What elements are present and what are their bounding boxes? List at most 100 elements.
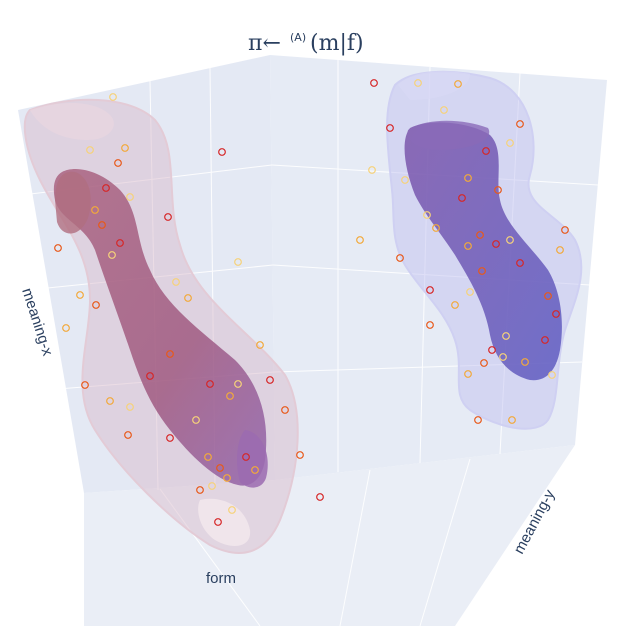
- scatter-point: [548, 371, 556, 379]
- scatter-point: [228, 506, 236, 514]
- chart-title: π← (A) (m|f): [248, 31, 364, 56]
- left-inner-surface: [53, 169, 268, 488]
- scatter-point: [208, 482, 216, 490]
- scatter-point: [102, 184, 110, 192]
- scatter-point: [204, 453, 212, 461]
- scatter-point: [114, 159, 122, 167]
- scatter-point: [506, 139, 514, 147]
- scatter-point: [196, 486, 204, 494]
- grid-line: [159, 488, 261, 626]
- scatter-point: [192, 416, 200, 424]
- scatter-markers: [54, 79, 569, 526]
- scatter-point: [386, 124, 394, 132]
- scatter-point: [356, 236, 364, 244]
- scatter-point: [126, 403, 134, 411]
- scatter-point: [146, 372, 154, 380]
- grid-line: [419, 458, 471, 626]
- scatter-point: [516, 120, 524, 128]
- scatter-point: [256, 341, 264, 349]
- right-inner-tube: [404, 122, 562, 381]
- scatter-point: [476, 231, 484, 239]
- scatter-point: [494, 186, 502, 194]
- scatter-point: [508, 416, 516, 424]
- scatter-point: [108, 251, 116, 259]
- scatter-point: [480, 359, 488, 367]
- title-superscript: (A): [290, 31, 306, 44]
- scatter-point: [544, 292, 552, 300]
- scatter-point: [106, 397, 114, 405]
- scatter-point: [226, 392, 234, 400]
- scatter-point: [81, 381, 89, 389]
- floor-pane: [84, 445, 575, 626]
- scatter-point: [552, 310, 560, 318]
- scatter-point: [401, 176, 409, 184]
- scatter-point: [521, 358, 529, 366]
- scatter-point: [556, 246, 564, 254]
- scatter-point: [296, 451, 304, 459]
- scatter-point: [506, 236, 514, 244]
- scatter-point: [414, 79, 422, 87]
- scatter-point: [164, 213, 172, 221]
- right-inner-top: [407, 120, 490, 150]
- scatter-point: [423, 211, 431, 219]
- scatter-point: [166, 350, 174, 358]
- scatter-point: [482, 147, 490, 155]
- left-outer-shell-front: [30, 103, 114, 140]
- scatter-point: [109, 93, 117, 101]
- title-args: (m|f): [310, 31, 364, 56]
- scatter-point: [54, 244, 62, 252]
- scatter-point: [62, 324, 70, 332]
- scatter-point: [251, 466, 259, 474]
- left-inner-cap: [55, 171, 91, 234]
- scatter-point: [316, 493, 324, 501]
- scatter-point: [492, 240, 500, 248]
- scatter-point: [502, 332, 510, 340]
- scatter-point: [172, 278, 180, 286]
- scatter-point: [234, 380, 242, 388]
- scatter-point: [166, 434, 174, 442]
- scatter-point: [184, 294, 192, 302]
- scatter-point: [488, 346, 496, 354]
- right-inner-surface: [404, 120, 562, 381]
- scatter-point: [464, 242, 472, 250]
- scatter-point: [458, 194, 466, 202]
- scatter-point: [92, 301, 100, 309]
- scatter-point: [464, 174, 472, 182]
- scatter-point: [454, 80, 462, 88]
- scatter-point: [223, 474, 231, 482]
- scatter-point: [426, 321, 434, 329]
- scatter-point: [561, 226, 569, 234]
- scatter-point: [516, 259, 524, 267]
- scatter-point: [432, 224, 440, 232]
- scatter-point: [121, 144, 129, 152]
- scatter-point: [466, 288, 474, 296]
- scatter-point: [541, 336, 549, 344]
- scatter-point: [218, 148, 226, 156]
- right-outer-shell-front: [398, 71, 470, 100]
- scatter-point: [368, 166, 376, 174]
- scatter-point: [396, 254, 404, 262]
- scatter-point: [206, 380, 214, 388]
- scatter-point: [86, 146, 94, 154]
- scatter-point: [464, 370, 472, 378]
- scatter-point: [126, 193, 134, 201]
- scatter-point: [234, 258, 242, 266]
- scatter-point: [216, 464, 224, 472]
- scatter-point: [98, 221, 106, 229]
- scatter-point: [124, 431, 132, 439]
- scatter-point: [426, 286, 434, 294]
- scatter-point: [91, 206, 99, 214]
- x-axis-label: form: [206, 570, 236, 587]
- scatter-point: [281, 406, 289, 414]
- scatter-point: [474, 416, 482, 424]
- scatter-point: [451, 301, 459, 309]
- scatter-point: [370, 79, 378, 87]
- left-inner-end: [237, 430, 268, 488]
- scatter-point: [214, 518, 222, 526]
- grid-line: [339, 469, 371, 626]
- title-main: π←: [248, 31, 281, 56]
- scatter-point: [440, 106, 448, 114]
- scatter-point: [499, 353, 507, 361]
